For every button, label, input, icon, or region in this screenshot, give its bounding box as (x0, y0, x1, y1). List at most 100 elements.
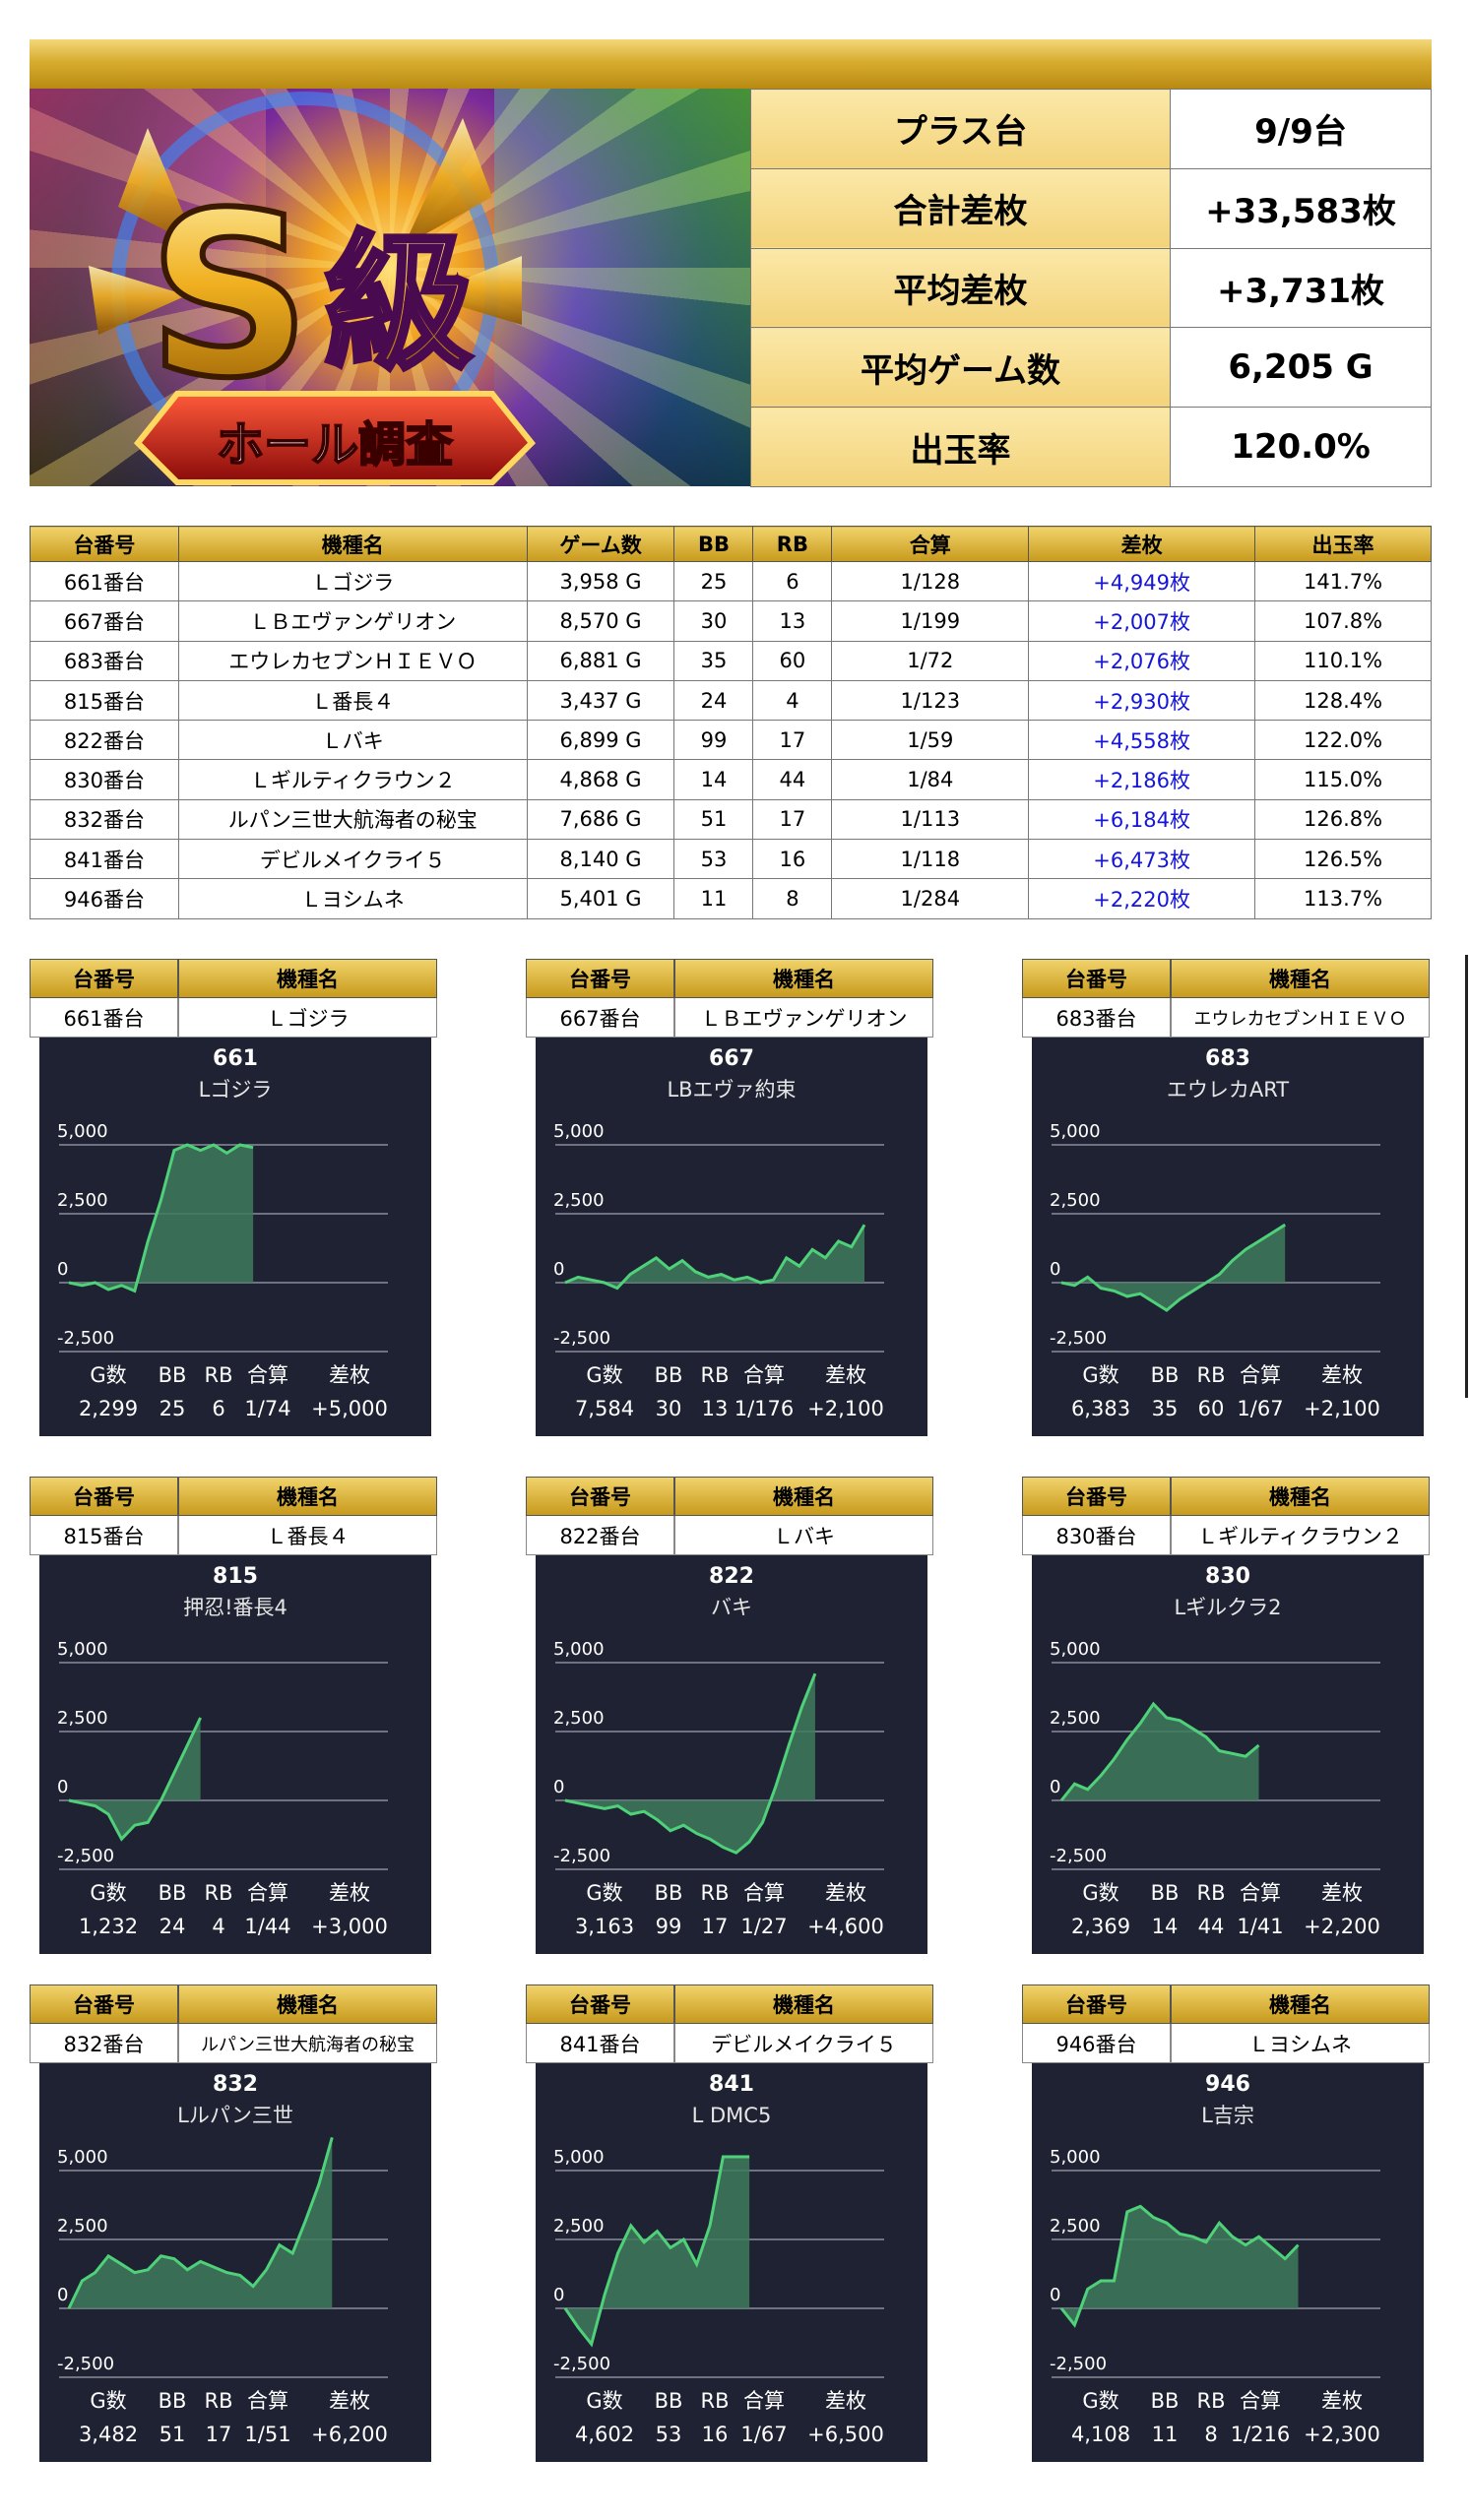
chart-area-fill (69, 2137, 333, 2308)
table-header-cell: BB (673, 526, 754, 562)
machine-card-946: 台番号 機種名 946番台 Ｌヨシムネ 946 L吉宗 5,000 2,500 0 -2,500 G… (1022, 1984, 1430, 2462)
slump-chart: 946 L吉宗 5,000 2,500 0 -2,500 G数 4,108 BB 11 RB 8 合算 1… (1050, 2072, 1380, 2446)
table-cell: 7,686 G (526, 798, 675, 841)
card-machine-name: エウレカセブンＨＩＥＶＯ (1171, 998, 1430, 1038)
table-header-cell: 機種名 (177, 526, 528, 562)
card-info-row: 830番台 Ｌギルティクラウン２ (1022, 1516, 1430, 1555)
table-cell: Ｌヨシムネ (177, 878, 528, 919)
summary-label: 平均差枚 (750, 247, 1171, 329)
chart-title: 832 (213, 2072, 258, 2097)
stat-value: +4,600 (807, 1915, 884, 1938)
y-tick-label: -2,500 (553, 1846, 610, 1866)
y-tick-label: 2,500 (57, 1190, 108, 1211)
y-tick-label: 2,500 (1050, 1708, 1101, 1729)
stat-value: 1/41 (1237, 1915, 1283, 1938)
slump-chart: 815 押忍!番長4 5,000 2,500 0 -2,500 G数 1,232 BB 24 RB 4… (57, 1564, 388, 1938)
table-cell: +6,184枚 (1028, 798, 1256, 841)
card-header-machine-no: 台番号 (526, 1984, 674, 2024)
y-tick-label: 5,000 (1050, 1121, 1101, 1142)
summary-table: プラス台 9/9台 合計差枚 +33,583枚 平均差枚 +3,731枚 平均ゲーム数 6,2… (750, 89, 1432, 487)
table-cell: 14 (673, 759, 754, 800)
table-cell: 1/59 (831, 720, 1030, 761)
stat-label: 合算 (743, 1363, 785, 1387)
table-cell: 8,570 G (526, 600, 675, 642)
card-machine-no: 822番台 (526, 1516, 674, 1555)
stat-value: 1/27 (740, 1915, 787, 1938)
summary-label: プラス台 (750, 89, 1171, 169)
table-row: 815番台 Ｌ番長４ 3,437 G 24 4 1/123 +2,930枚 128.4% (30, 679, 1432, 722)
summary-row: プラス台 9/9台 (750, 89, 1432, 169)
card-info-row: 683番台 エウレカセブンＨＩＥＶＯ (1022, 998, 1430, 1038)
stat-value: 1,232 (79, 1915, 138, 1938)
table-cell: デビルメイクライ５ (177, 839, 528, 880)
table-cell: 110.1% (1254, 640, 1432, 681)
banner-logo: S 級 ホール調査 (89, 92, 537, 485)
slump-chart-panel: 667 LBエヴァ約束 5,000 2,500 0 -2,500 G数 7,584 BB 30 RB… (536, 1038, 927, 1436)
chart-series-line (68, 1143, 254, 1293)
slump-chart: 683 エウレカART 5,000 2,500 0 -2,500 G数 6,383 BB 35 RB… (1050, 1046, 1380, 1420)
stat-label: RB (701, 2389, 730, 2413)
stat-label: BB (655, 1881, 683, 1905)
table-row: 830番台 Ｌギルティクラウン２ 4,868 G 14 44 1/84 +2,186枚 115… (30, 759, 1432, 800)
card-header-machine-no: 台番号 (526, 1477, 674, 1516)
stat-value: 2,299 (79, 1397, 138, 1420)
table-cell: +2,186枚 (1028, 759, 1256, 800)
y-tick-label: 0 (57, 1777, 68, 1797)
table-row: 832番台 ルパン三世大航海者の秘宝 7,686 G 51 17 1/113 +6,184枚… (30, 798, 1432, 841)
table-cell: 3,437 G (526, 679, 675, 722)
table-cell: 4,868 G (526, 759, 675, 800)
table-cell: +2,007枚 (1028, 600, 1256, 642)
stat-label: RB (205, 1363, 233, 1387)
y-tick-label: -2,500 (553, 2354, 610, 2374)
chart-subtitle: Lギルクラ2 (1174, 1596, 1281, 1619)
stat-value: 3,482 (79, 2423, 138, 2446)
machine-card-661: 台番号 機種名 661番台 Ｌゴジラ 661 Lゴジラ 5,000 2,500 0 -2,500 G… (30, 959, 437, 1436)
chart-subtitle: バキ (711, 1596, 752, 1619)
stat-value: 4,108 (1071, 2423, 1130, 2446)
card-header-machine-name: 機種名 (1171, 959, 1430, 998)
chart-series-line (1059, 1701, 1260, 1801)
stat-value: 25 (160, 1397, 186, 1420)
stat-value: 60 (1198, 1397, 1225, 1420)
chart-subtitle: Lゴジラ (199, 1078, 273, 1102)
table-cell: 1/128 (831, 560, 1030, 602)
stat-label: BB (1151, 2389, 1180, 2413)
card-header-machine-name: 機種名 (178, 959, 437, 998)
card-info-row: 661番台 Ｌゴジラ (30, 998, 437, 1038)
summary-label: 平均ゲーム数 (750, 327, 1171, 409)
table-cell: 841番台 (30, 839, 179, 880)
table-cell: 99 (673, 720, 754, 761)
stat-label: 合算 (1240, 1881, 1281, 1905)
card-header-machine-name: 機種名 (178, 1984, 437, 2024)
slump-chart: 841 L DMC5 5,000 2,500 0 -2,500 G数 4,602 BB 53 RB 1… (553, 2072, 884, 2446)
card-machine-no: 832番台 (30, 2024, 178, 2063)
table-header-cell: 合算 (831, 526, 1030, 562)
stat-label: BB (159, 2389, 187, 2413)
y-tick-label: -2,500 (1050, 1328, 1107, 1349)
table-header-cell: 台番号 (30, 526, 179, 562)
table-header-cell: 出玉率 (1254, 526, 1432, 562)
card-header-machine-no: 台番号 (1022, 1984, 1171, 2024)
summary-value: 9/9台 (1170, 89, 1432, 169)
table-header-cell: RB (752, 526, 833, 562)
y-tick-label: 5,000 (1050, 2147, 1101, 2168)
summary-row: 出玉率 120.0% (750, 407, 1432, 487)
stat-label: 差枚 (1321, 1363, 1363, 1387)
y-tick-label: 2,500 (57, 1708, 108, 1729)
stat-value: 6,383 (1071, 1397, 1130, 1420)
table-cell: 126.5% (1254, 839, 1432, 880)
table-row: 667番台 ＬＢエヴァンゲリオン 8,570 G 30 13 1/199 +2,007枚 10… (30, 600, 1432, 642)
stat-label: RB (1197, 1363, 1226, 1387)
chart-area-fill (69, 1718, 201, 1840)
card-machine-name: Ｌゴジラ (178, 998, 437, 1038)
y-tick-label: 0 (1050, 2285, 1060, 2305)
table-cell: 107.8% (1254, 600, 1432, 642)
card-machine-no: 815番台 (30, 1516, 178, 1555)
table-cell: 1/199 (831, 600, 1030, 642)
table-cell: 6,899 G (526, 720, 675, 761)
chart-series-line (564, 1672, 817, 1855)
card-machine-name: ルパン三世大航海者の秘宝 (178, 2024, 437, 2063)
stat-value: 8 (1204, 2423, 1217, 2446)
table-cell: +6,473枚 (1028, 839, 1256, 880)
card-machine-name: Ｌ番長４ (178, 1516, 437, 1555)
